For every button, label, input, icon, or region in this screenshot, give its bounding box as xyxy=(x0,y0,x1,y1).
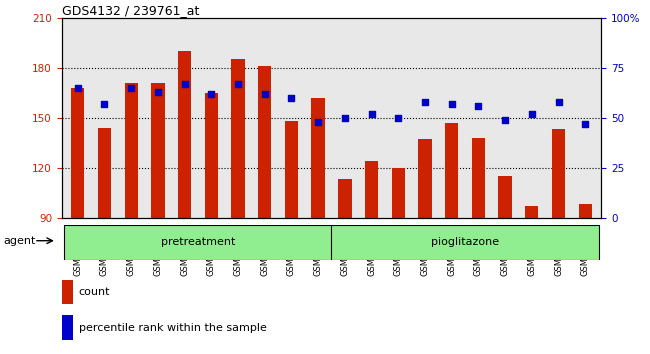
Point xyxy=(340,115,350,120)
Point xyxy=(447,101,457,107)
Bar xyxy=(258,66,272,218)
Point xyxy=(99,101,110,107)
Bar xyxy=(311,98,325,218)
Bar xyxy=(578,204,592,218)
Text: pretreatment: pretreatment xyxy=(161,238,235,247)
Point xyxy=(233,81,243,86)
Bar xyxy=(151,83,164,218)
Point xyxy=(206,91,216,97)
Bar xyxy=(231,59,244,218)
Bar xyxy=(419,139,432,218)
Point xyxy=(580,121,590,126)
Bar xyxy=(205,93,218,218)
Point xyxy=(313,119,323,125)
Bar xyxy=(125,83,138,218)
Bar xyxy=(62,315,73,340)
Point xyxy=(179,81,190,86)
Bar xyxy=(552,129,566,218)
Bar xyxy=(525,206,538,218)
Text: percentile rank within the sample: percentile rank within the sample xyxy=(79,323,266,333)
Point xyxy=(259,91,270,97)
Text: count: count xyxy=(79,287,110,297)
Bar xyxy=(62,280,73,304)
Bar xyxy=(338,179,352,218)
Bar xyxy=(365,161,378,218)
Bar xyxy=(285,121,298,218)
Point xyxy=(286,95,296,101)
Bar xyxy=(472,138,485,218)
Point xyxy=(153,89,163,95)
Point xyxy=(73,85,83,91)
Point xyxy=(553,99,564,104)
Point xyxy=(393,115,404,120)
Point xyxy=(473,103,484,109)
Point xyxy=(526,111,537,116)
Text: pioglitazone: pioglitazone xyxy=(431,238,499,247)
Bar xyxy=(178,51,191,218)
Bar xyxy=(64,225,332,260)
Bar xyxy=(391,168,405,218)
Point xyxy=(367,111,377,116)
Bar xyxy=(499,176,512,218)
Point xyxy=(420,99,430,104)
Point xyxy=(500,117,510,122)
Point xyxy=(126,85,136,91)
Bar xyxy=(98,128,111,218)
Text: agent: agent xyxy=(3,236,36,246)
Bar xyxy=(71,88,84,218)
Text: GDS4132 / 239761_at: GDS4132 / 239761_at xyxy=(62,4,199,17)
Bar xyxy=(445,123,458,218)
Bar xyxy=(332,225,599,260)
